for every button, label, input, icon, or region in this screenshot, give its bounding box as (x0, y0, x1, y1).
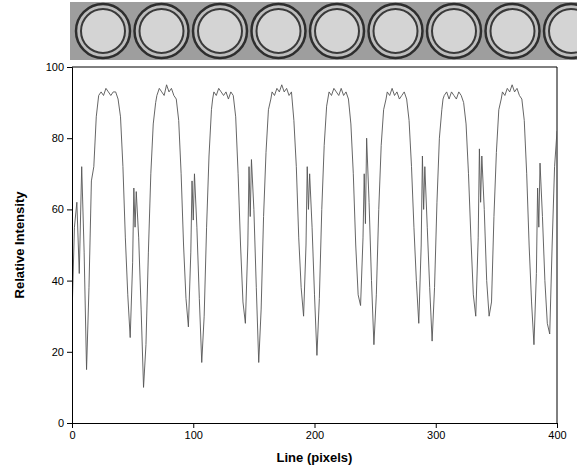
tick: 400 (548, 423, 566, 441)
tick: 200 (306, 423, 324, 441)
tick-mark (67, 67, 72, 68)
droplet (140, 9, 184, 53)
droplet (549, 9, 577, 53)
tick-label: 100 (185, 429, 203, 441)
frame (72, 67, 557, 68)
tick-label: 300 (427, 429, 445, 441)
chart: 0 100 200 300 400 0 20 40 60 80 100 Line (pixels) Re… (0, 0, 579, 472)
droplet-ring (193, 4, 247, 58)
x-axis-title: Line (pixels) (277, 450, 353, 465)
droplet (257, 9, 301, 53)
axis-line (67, 68, 73, 424)
tick-mark (193, 423, 194, 428)
tick: 0 (69, 423, 75, 441)
tick-mark (557, 423, 558, 428)
tick: 0 (58, 417, 72, 429)
tick: 20 (52, 346, 72, 358)
tick: 300 (427, 423, 445, 441)
micrograph (70, 2, 577, 60)
droplet-ring (369, 4, 423, 58)
tick-label: 40 (52, 275, 64, 287)
tick: 60 (52, 203, 72, 215)
droplet-ring (486, 4, 540, 58)
tick: 40 (52, 275, 72, 287)
tick-label: 100 (46, 61, 64, 73)
intensity-line (72, 85, 557, 388)
droplet (198, 9, 242, 53)
tick-mark (67, 423, 72, 424)
droplet-ring (135, 4, 189, 58)
tick-mark (67, 209, 72, 210)
plot: 0 100 200 300 400 0 20 40 60 80 100 (46, 61, 567, 441)
tick: 100 (46, 61, 72, 73)
droplet (432, 9, 476, 53)
droplet (315, 9, 359, 53)
tick-mark (315, 423, 316, 428)
tick-mark (67, 138, 72, 139)
tick-mark (67, 281, 72, 282)
tick-label: 80 (52, 132, 64, 144)
droplet-ring (544, 4, 577, 58)
marks (72, 85, 557, 388)
tick-mark (67, 352, 72, 353)
y-axis: 0 20 40 60 80 100 (46, 61, 73, 429)
tick-label: 20 (52, 346, 64, 358)
droplet-ring (310, 4, 364, 58)
droplet (491, 9, 535, 53)
droplet (81, 9, 125, 53)
droplet-ring (252, 4, 306, 58)
droplet-ring (76, 4, 130, 58)
tick-label: 0 (69, 429, 75, 441)
droplet-ring (427, 4, 481, 58)
y-axis-title: Relative Intensity (12, 191, 27, 299)
x-axis: 0 100 200 300 400 (69, 423, 566, 441)
droplet (374, 9, 418, 53)
tick-label: 0 (58, 417, 64, 429)
axis-line (73, 424, 558, 429)
tick-label: 200 (306, 429, 324, 441)
tick: 100 (185, 423, 203, 441)
micrograph-background (70, 2, 577, 60)
tick: 80 (52, 132, 72, 144)
tick-label: 400 (548, 429, 566, 441)
tick-mark (436, 423, 437, 428)
frame (557, 67, 558, 423)
tick-label: 60 (52, 203, 64, 215)
